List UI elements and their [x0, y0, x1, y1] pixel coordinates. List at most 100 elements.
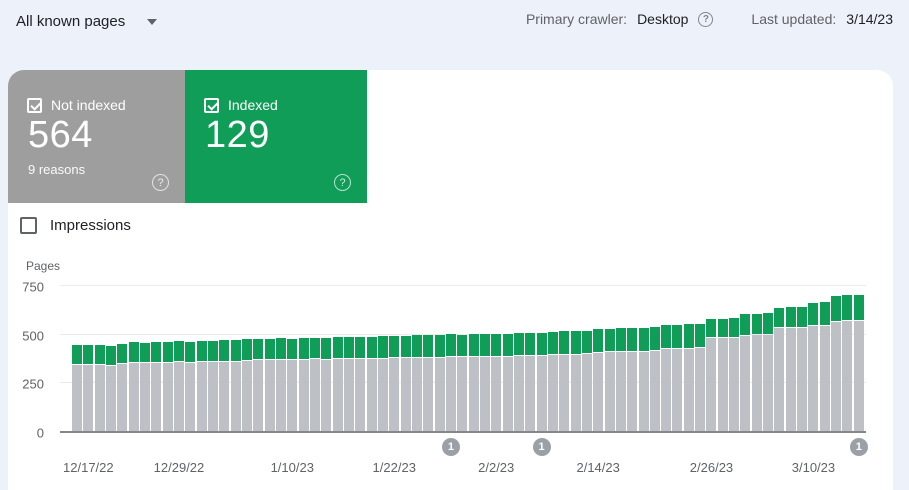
- chart-bar[interactable]: [139, 342, 150, 431]
- chart-bar[interactable]: [321, 337, 332, 431]
- bar-segment-not-indexed: [230, 362, 241, 431]
- chart-bar[interactable]: [627, 328, 638, 431]
- indexed-checkbox[interactable]: [204, 97, 219, 113]
- chart-bar[interactable]: [72, 345, 82, 431]
- bar-segment-not-indexed: [83, 365, 94, 431]
- chart-bar[interactable]: [117, 343, 128, 431]
- chart-bar[interactable]: [547, 331, 558, 431]
- chart-bar[interactable]: [332, 337, 343, 431]
- chart-bar[interactable]: [717, 318, 728, 431]
- note-marker[interactable]: 1: [441, 438, 460, 456]
- chart-bar[interactable]: [513, 333, 524, 431]
- chart-bar[interactable]: [774, 307, 785, 431]
- chart-bar[interactable]: [434, 335, 445, 431]
- indexed-card[interactable]: Indexed 129: [185, 70, 367, 203]
- chart-bar[interactable]: [559, 331, 570, 431]
- chart-bar[interactable]: [389, 335, 400, 431]
- bar-segment-indexed: [230, 340, 241, 362]
- bar-segment-not-indexed: [139, 363, 150, 431]
- chart-bar[interactable]: [695, 323, 706, 431]
- chart-bar[interactable]: [491, 333, 502, 431]
- chart-bar[interactable]: [105, 345, 116, 431]
- chart-bar[interactable]: [287, 338, 298, 431]
- chart-bar[interactable]: [570, 330, 581, 431]
- bar-segment-indexed: [162, 342, 173, 363]
- chart-bar[interactable]: [128, 342, 139, 431]
- chart-bar[interactable]: [185, 341, 196, 431]
- chart-bar[interactable]: [729, 318, 740, 431]
- chart-bar[interactable]: [151, 341, 162, 431]
- bar-segment-not-indexed: [411, 358, 422, 431]
- bar-segment-not-indexed: [751, 335, 762, 431]
- chart-bar[interactable]: [706, 319, 717, 431]
- chart-bar[interactable]: [593, 329, 604, 431]
- bar-segment-not-indexed: [377, 358, 388, 431]
- chart-bar[interactable]: [241, 339, 252, 431]
- chart-bar[interactable]: [661, 325, 672, 431]
- chart-bar[interactable]: [853, 295, 864, 431]
- chart-bar[interactable]: [751, 313, 762, 431]
- chart-bar[interactable]: [797, 307, 808, 431]
- chart-bar[interactable]: [275, 338, 286, 431]
- chart-bar[interactable]: [536, 332, 547, 431]
- chart-bar[interactable]: [649, 327, 660, 431]
- chart-bar[interactable]: [377, 336, 388, 431]
- chart-bar[interactable]: [672, 324, 683, 431]
- chart-bar[interactable]: [638, 327, 649, 431]
- bar-segment-not-indexed: [627, 351, 638, 431]
- chart-bar[interactable]: [298, 337, 309, 431]
- chart-bar[interactable]: [581, 330, 592, 431]
- impressions-toggle[interactable]: Impressions: [20, 217, 131, 234]
- chart-bar[interactable]: [173, 341, 184, 431]
- chart-bar[interactable]: [740, 314, 751, 431]
- note-marker[interactable]: 1: [532, 438, 551, 456]
- not-indexed-card[interactable]: Not indexed 564 9 reasons: [8, 70, 185, 203]
- chart-bar[interactable]: [423, 335, 434, 431]
- bar-segment-indexed: [683, 324, 694, 348]
- help-icon[interactable]: [698, 11, 714, 27]
- x-axis-label: 2/14/23: [576, 460, 620, 475]
- report-panel: Not indexed 564 9 reasons Indexed 129 Im…: [8, 70, 893, 490]
- chart-bar[interactable]: [196, 340, 207, 431]
- page-filter-dropdown[interactable]: All known pages: [10, 9, 163, 34]
- note-marker[interactable]: 1: [849, 438, 868, 456]
- chart-bar[interactable]: [83, 345, 94, 431]
- chart-bar[interactable]: [207, 341, 218, 431]
- chart-bar[interactable]: [457, 334, 468, 431]
- chart-bar[interactable]: [400, 335, 411, 431]
- chart-bar[interactable]: [162, 342, 173, 431]
- chart-bar[interactable]: [808, 302, 819, 431]
- chart-bar[interactable]: [842, 295, 853, 431]
- question-mark-icon[interactable]: [334, 174, 351, 191]
- chart-bar[interactable]: [219, 340, 230, 431]
- chart-bar[interactable]: [479, 334, 490, 431]
- question-mark-icon[interactable]: [152, 174, 169, 191]
- chart-bar[interactable]: [604, 328, 615, 431]
- chart-bar[interactable]: [831, 295, 842, 431]
- bar-segment-not-indexed: [536, 356, 547, 431]
- chart-bar[interactable]: [785, 307, 796, 431]
- bar-segment-indexed: [117, 343, 128, 364]
- chart-bar[interactable]: [615, 328, 626, 431]
- chart-bar[interactable]: [264, 339, 275, 431]
- impressions-checkbox[interactable]: [20, 217, 37, 234]
- bar-segment-not-indexed: [797, 327, 808, 431]
- chart-bar[interactable]: [411, 335, 422, 431]
- chart-bar[interactable]: [94, 345, 105, 431]
- chart-bar[interactable]: [468, 334, 479, 431]
- chart-bar[interactable]: [355, 336, 366, 431]
- chart-bar[interactable]: [502, 333, 513, 431]
- chart-bar[interactable]: [819, 302, 830, 431]
- chart-bar[interactable]: [525, 333, 536, 431]
- chart-bar[interactable]: [445, 334, 456, 431]
- chart-bar[interactable]: [343, 336, 354, 431]
- chart-bar[interactable]: [230, 340, 241, 431]
- chart-bar[interactable]: [253, 338, 264, 431]
- chart-bar[interactable]: [683, 324, 694, 431]
- chart-bar[interactable]: [309, 337, 320, 431]
- chart-bar[interactable]: [763, 313, 774, 431]
- chart-bar[interactable]: [366, 336, 377, 431]
- bar-segment-not-indexed: [547, 355, 558, 431]
- not-indexed-checkbox[interactable]: [27, 97, 42, 113]
